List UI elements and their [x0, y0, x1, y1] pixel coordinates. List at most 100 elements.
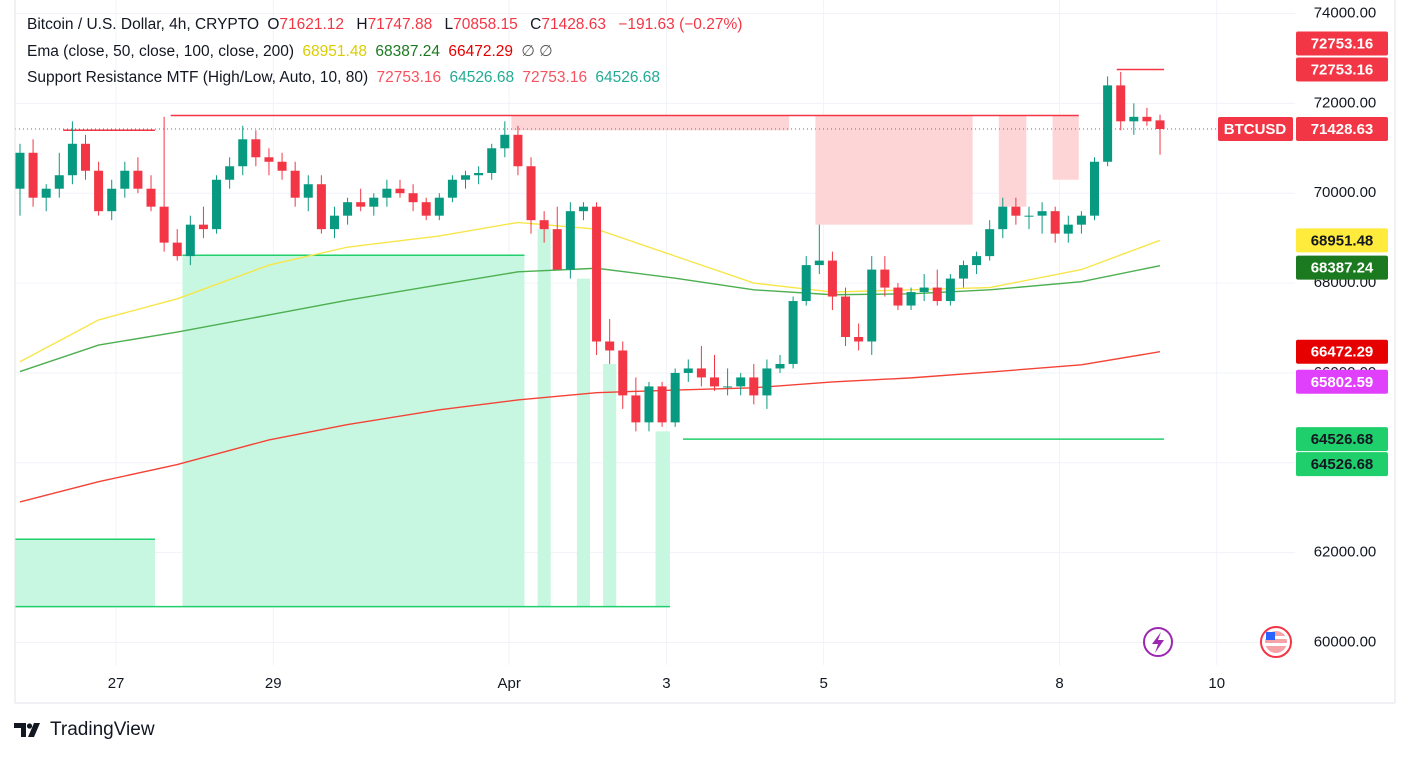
- zone: [576, 278, 591, 607]
- price-label: 71428.63: [1311, 121, 1374, 138]
- price-label-box: [1296, 117, 1388, 142]
- candle-body: [723, 386, 733, 388]
- candle-body: [618, 350, 628, 396]
- candle-body: [893, 287, 903, 306]
- zone: [511, 115, 790, 131]
- price-label: 65802.59: [1311, 374, 1374, 391]
- candle-body: [565, 211, 575, 270]
- candle-body: [762, 368, 772, 396]
- legend: Bitcoin / U.S. Dollar, 4h, CRYPTO O71621…: [27, 12, 746, 92]
- sr-value: 64526.68: [449, 69, 515, 86]
- candle-body: [749, 377, 759, 396]
- zone: [14, 539, 155, 607]
- zone: [815, 115, 973, 225]
- candle-body: [1142, 116, 1152, 122]
- candle-body: [867, 269, 877, 342]
- candle-body: [1024, 215, 1034, 217]
- lightning-icon[interactable]: [1143, 627, 1173, 657]
- candle-body: [709, 377, 719, 387]
- indicator-name: Ema (close, 50, close, 100, close, 200): [27, 42, 295, 60]
- x-tick-label: 5: [819, 675, 827, 692]
- symbol-label: BTCUSD: [1224, 121, 1287, 138]
- candle-body: [736, 377, 746, 387]
- candle-body: [1090, 161, 1100, 216]
- flag-icon[interactable]: [1260, 626, 1292, 658]
- candle-body: [958, 265, 968, 279]
- sr-value: 72753.16: [376, 69, 442, 86]
- candle-body: [788, 301, 798, 364]
- y-tick-label: 70000.00: [1314, 184, 1377, 201]
- candle-body: [539, 220, 549, 230]
- price-label: 68387.24: [1311, 260, 1374, 277]
- candle-body: [356, 202, 366, 207]
- candle-body: [1063, 224, 1073, 234]
- price-label: 66472.29: [1311, 344, 1374, 361]
- candle-body: [28, 152, 38, 198]
- candle-body: [578, 206, 588, 212]
- footer: TradingView: [14, 719, 155, 741]
- candle-body: [854, 336, 864, 342]
- candle-body: [238, 139, 248, 167]
- candle-body: [631, 395, 641, 423]
- candle-body: [605, 341, 615, 351]
- price-label: 72753.16: [1311, 35, 1374, 52]
- candle-body: [985, 229, 995, 257]
- candle-body: [212, 179, 222, 230]
- logo: [14, 723, 40, 737]
- candle-body: [67, 143, 77, 176]
- candle-body: [919, 287, 929, 293]
- price-label-box: [1296, 57, 1388, 82]
- candle-body: [998, 206, 1008, 230]
- candle-body: [487, 148, 497, 173]
- zone: [1052, 115, 1079, 180]
- candle-body: [408, 193, 418, 203]
- candle-body: [303, 184, 313, 198]
- zone: [655, 431, 670, 607]
- ohlc-label: H: [356, 16, 368, 33]
- candle-body: [185, 224, 195, 257]
- candle-body: [827, 260, 837, 297]
- candle-body: [814, 260, 824, 266]
- candle-body: [1129, 116, 1139, 122]
- candle-body: [657, 386, 667, 423]
- candle-body: [369, 197, 379, 207]
- brand: TradingView: [50, 719, 155, 740]
- price-label-box: [1296, 255, 1388, 280]
- candle-body: [264, 157, 274, 162]
- y-tick-label: 72000.00: [1314, 94, 1377, 111]
- candle-body: [447, 179, 457, 198]
- candle-body: [41, 188, 51, 198]
- candle-body: [801, 265, 811, 302]
- price-label-box: [1296, 452, 1388, 477]
- legend-row: Support Resistance MTF (High/Low, Auto, …: [27, 65, 746, 92]
- candle-body: [15, 152, 25, 189]
- zone: [537, 229, 551, 607]
- legend-row: Ema (close, 50, close, 100, close, 200) …: [27, 39, 746, 66]
- price-label-box: [1296, 339, 1388, 364]
- ohlc: H71747.88: [356, 16, 436, 33]
- ema-empty: ∅ ∅: [521, 42, 553, 60]
- candle-body: [133, 170, 143, 189]
- y-tick-label: 60000.00: [1314, 634, 1377, 651]
- ema-value: 66472.29: [448, 42, 513, 60]
- zone: [998, 115, 1027, 207]
- ohlc-label: C: [530, 16, 542, 33]
- x-tick-label: 29: [265, 675, 282, 692]
- symbol-box: [1218, 117, 1293, 142]
- candle-body: [421, 202, 431, 216]
- ohlc-value: 71747.88: [367, 16, 433, 33]
- candle-body: [670, 372, 680, 423]
- candle-body: [277, 161, 287, 171]
- zone: [182, 255, 525, 607]
- candle-body: [120, 170, 130, 189]
- candle-body: [552, 229, 562, 270]
- candle-body: [343, 202, 353, 216]
- symbol-title: Bitcoin / U.S. Dollar, 4h, CRYPTO: [27, 16, 260, 33]
- candle-body: [251, 139, 261, 158]
- candle-body: [683, 368, 693, 373]
- candle-body: [54, 175, 64, 189]
- y-tick-label: 62000.00: [1314, 544, 1377, 561]
- ema-value: 68387.24: [375, 42, 441, 60]
